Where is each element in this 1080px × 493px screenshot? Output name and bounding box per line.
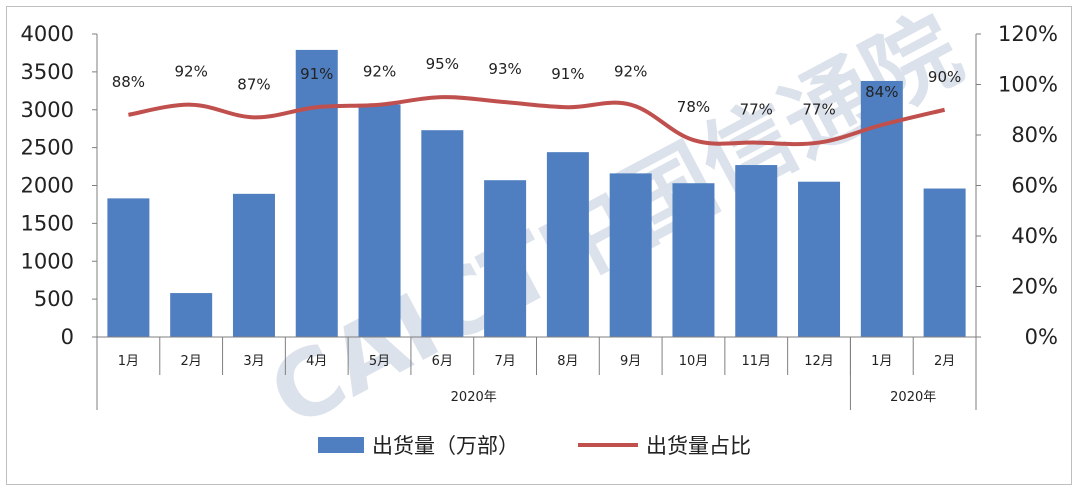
left-tick-label: 4000	[21, 22, 74, 46]
bar	[421, 130, 464, 337]
share-data-label: 93%	[488, 60, 521, 78]
right-tick-label: 80%	[1011, 123, 1058, 147]
left-tick-label: 1500	[21, 211, 74, 235]
legend-label-line: 出货量占比	[646, 434, 751, 458]
share-data-label: 84%	[865, 83, 898, 101]
bar	[546, 152, 589, 337]
share-data-label: 92%	[175, 63, 208, 81]
left-tick-label: 500	[34, 287, 74, 311]
category-label: 5月	[369, 354, 390, 369]
share-data-label: 77%	[802, 101, 835, 119]
left-tick-label: 2500	[21, 136, 74, 160]
share-data-label: 91%	[300, 65, 333, 83]
bar	[798, 181, 841, 337]
bar	[107, 198, 150, 337]
share-data-label: 87%	[237, 75, 270, 93]
legend: 出货量（万部） 出货量占比	[318, 434, 751, 458]
right-tick-label: 20%	[1011, 275, 1058, 299]
bar	[484, 180, 527, 337]
right-tick-label: 100%	[998, 73, 1058, 97]
bar	[672, 183, 715, 337]
category-label: 2月	[181, 354, 202, 369]
category-label: 10月	[679, 354, 709, 369]
share-data-label: 77%	[740, 101, 773, 119]
bar	[232, 193, 275, 337]
bar	[735, 165, 778, 337]
category-label: 2月	[934, 354, 955, 369]
category-label: 1月	[118, 354, 139, 369]
right-tick-label: 40%	[1011, 224, 1058, 248]
group-label: 2020年	[451, 390, 497, 405]
share-line	[128, 95, 946, 147]
bar	[923, 188, 966, 337]
bar	[358, 104, 401, 337]
left-tick-label: 2000	[21, 174, 74, 198]
bar	[609, 173, 652, 337]
category-label: 7月	[494, 354, 515, 369]
left-tick-label: 3500	[21, 60, 74, 84]
category-label: 3月	[243, 354, 264, 369]
category-label: 12月	[804, 354, 834, 369]
left-tick-label: 1000	[21, 249, 74, 273]
category-label: 4月	[306, 354, 327, 369]
share-data-label: 91%	[551, 65, 584, 83]
category-label: 11月	[741, 354, 771, 369]
right-tick-label: 0%	[1025, 325, 1058, 349]
group-label: 2020年	[890, 390, 936, 405]
left-tick-label: 0	[61, 325, 74, 349]
share-data-label: 92%	[363, 63, 396, 81]
category-label: 1月	[871, 354, 892, 369]
legend-label-bar: 出货量（万部）	[372, 434, 519, 458]
legend-swatch-bar	[318, 437, 364, 453]
right-tick-label: 60%	[1011, 174, 1058, 198]
bar	[295, 49, 338, 337]
share-data-label: 95%	[426, 55, 459, 73]
category-label: 9月	[620, 354, 641, 369]
left-tick-label: 3000	[21, 98, 74, 122]
category-label: 8月	[557, 354, 578, 369]
share-data-label: 90%	[928, 68, 961, 86]
share-data-label: 78%	[677, 98, 710, 116]
right-tick-label: 120%	[998, 22, 1058, 46]
share-data-label: 88%	[112, 73, 145, 91]
chart-frame	[6, 6, 1072, 485]
category-label: 6月	[432, 354, 453, 369]
bar	[170, 293, 213, 337]
share-data-label: 92%	[614, 63, 647, 81]
